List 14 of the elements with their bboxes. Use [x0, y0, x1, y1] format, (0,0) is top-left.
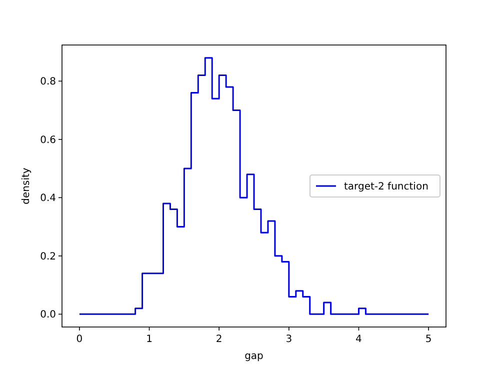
y-tick-label: 0.6: [40, 134, 56, 146]
x-tick-label: 4: [356, 334, 362, 345]
x-tick-label: 1: [146, 334, 152, 345]
x-tick-label: 5: [425, 334, 432, 345]
legend-label: target-2 function: [344, 182, 428, 192]
x-tick-label: 3: [286, 334, 292, 345]
y-tick-label: 0.4: [40, 193, 56, 204]
x-tick-label: 0: [76, 334, 83, 345]
y-tick-label: 0.8: [40, 76, 56, 88]
x-axis-title: gap: [244, 351, 264, 362]
x-tick-label: 2: [216, 334, 222, 345]
y-axis-title: density: [21, 168, 32, 204]
y-tick-label: 0.2: [40, 251, 56, 262]
y-tick-label: 0.0: [40, 310, 56, 321]
